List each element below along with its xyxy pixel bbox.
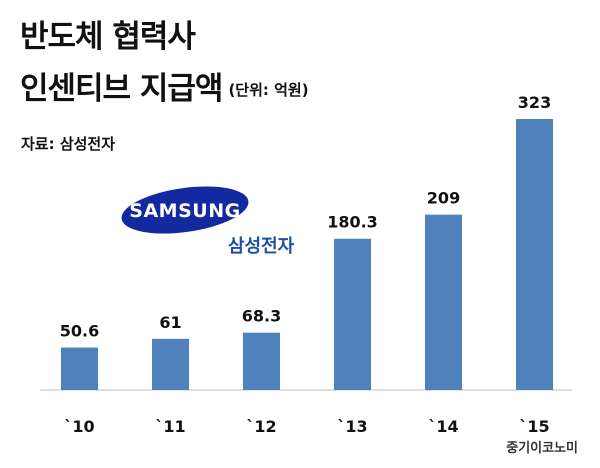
value-label-1: 61 (159, 313, 181, 332)
x-tick-label-2: `12 (246, 417, 276, 436)
x-tick-label-0: `10 (64, 417, 94, 436)
value-label-3: 180.3 (327, 213, 378, 232)
bar-group (61, 119, 553, 390)
samsung-logo-graphic: SAMSUNG (121, 186, 249, 234)
credit-label: 중기이코노미 (506, 441, 578, 456)
x-tick-label-1: `11 (155, 417, 185, 436)
value-label-5: 323 (518, 93, 551, 112)
bar-5 (516, 119, 553, 390)
bar-0 (61, 347, 98, 390)
value-label-2: 68.3 (242, 307, 281, 326)
bar-1 (152, 338, 189, 390)
samsung-wordmark: SAMSUNG (129, 200, 240, 222)
value-label-group: 50.6 61 68.3 180.3 209 323 (60, 93, 551, 341)
value-label-4: 209 (427, 189, 460, 208)
chart-title-line2-text: 인센티브 지급액 (20, 71, 223, 107)
source-label: 자료: 삼성전자 (21, 135, 116, 153)
samsung-electronics-label: 삼성전자 (228, 236, 295, 257)
samsung-logo: SAMSUNG (118, 182, 253, 244)
chart-title-line1: 반도체 협력사 (20, 19, 196, 55)
x-tick-label-5: `15 (519, 417, 549, 436)
bar-4 (425, 214, 462, 390)
samsung-logo-ellipse (121, 186, 249, 234)
bar-3 (334, 238, 371, 390)
x-tick-group: `10 `11 `12 `13 `14 `15 (64, 417, 549, 436)
chart-title-line2: 인센티브 지급액 (단위: 억원) (20, 74, 309, 105)
x-tick-label-4: `14 (428, 417, 458, 436)
x-tick-label-3: `13 (337, 417, 367, 436)
value-label-0: 50.6 (60, 322, 99, 341)
unit-label: (단위: 억원) (228, 81, 309, 99)
bar-2 (243, 332, 280, 390)
